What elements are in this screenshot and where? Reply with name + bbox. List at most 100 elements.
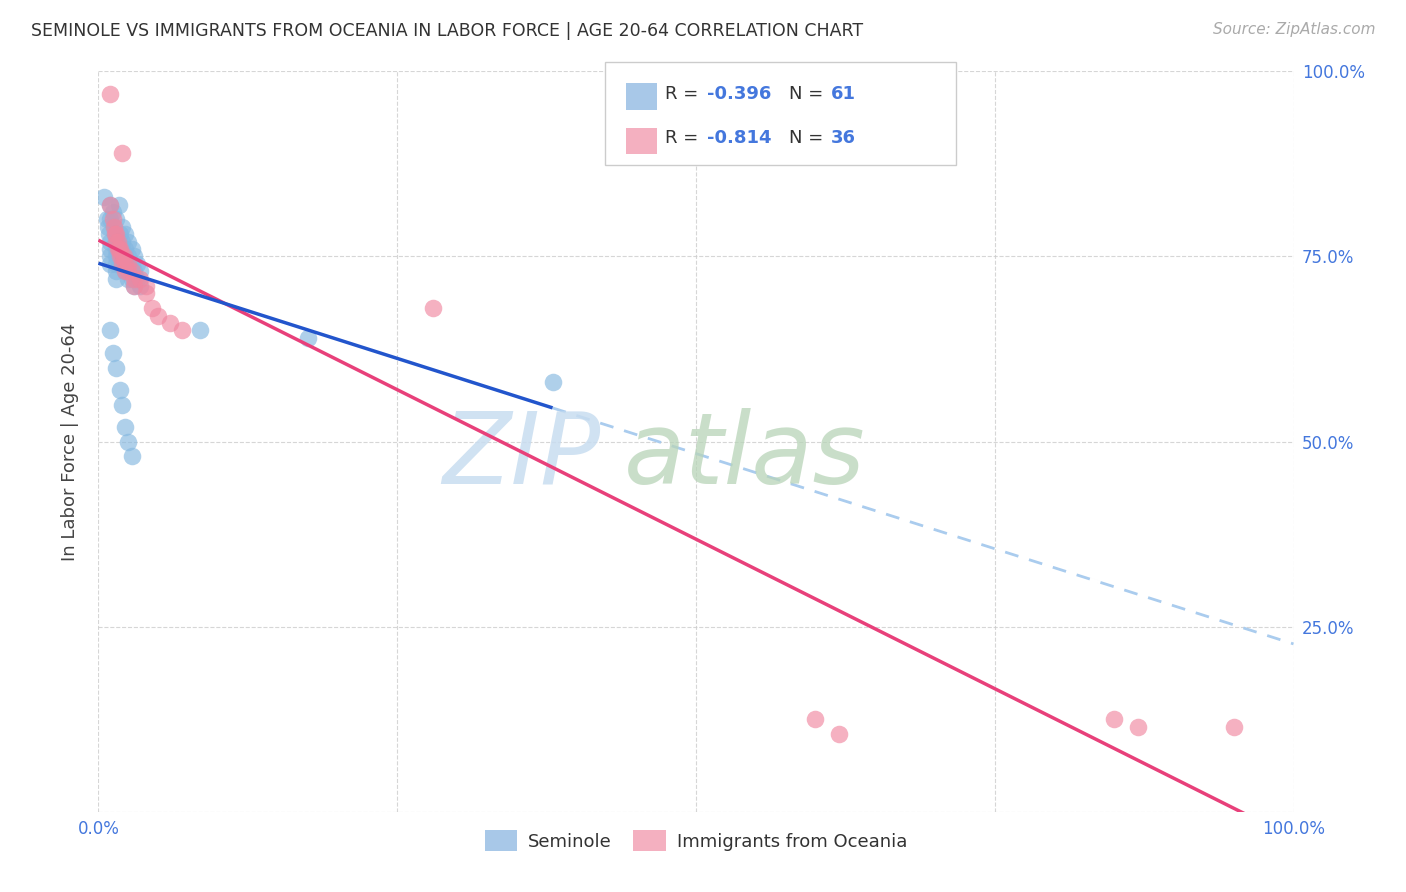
- Point: [121, 264, 143, 278]
- Point: [121, 271, 143, 285]
- Point: [112, 250, 135, 264]
- Point: [108, 250, 131, 264]
- Point: [121, 450, 143, 464]
- Point: [105, 242, 128, 256]
- Text: SEMINOLE VS IMMIGRANTS FROM OCEANIA IN LABOR FORCE | AGE 20-64 CORRELATION CHART: SEMINOLE VS IMMIGRANTS FROM OCEANIA IN L…: [31, 22, 863, 40]
- Point: [117, 264, 139, 278]
- Point: [121, 242, 143, 256]
- Point: [111, 257, 134, 271]
- Point: [108, 257, 131, 271]
- Point: [98, 197, 122, 211]
- Point: [105, 235, 128, 249]
- Point: [124, 279, 146, 293]
- Point: [297, 331, 319, 345]
- Point: [135, 279, 157, 293]
- Point: [104, 227, 127, 242]
- Point: [101, 205, 124, 219]
- Point: [1104, 712, 1126, 726]
- Point: [111, 219, 134, 234]
- Point: [114, 419, 136, 434]
- Point: [98, 87, 122, 101]
- Point: [108, 242, 131, 256]
- Point: [111, 250, 134, 264]
- Point: [105, 257, 128, 271]
- Point: [804, 712, 827, 726]
- Point: [188, 324, 211, 338]
- Point: [117, 271, 139, 285]
- Point: [98, 242, 122, 256]
- Text: R =: R =: [665, 85, 704, 103]
- Point: [105, 212, 128, 227]
- Point: [117, 250, 139, 264]
- Point: [117, 235, 139, 249]
- Point: [117, 264, 139, 278]
- Text: N =: N =: [789, 129, 828, 147]
- Point: [103, 219, 125, 234]
- Point: [129, 271, 152, 285]
- Point: [114, 250, 136, 264]
- Point: [117, 257, 139, 271]
- Point: [135, 286, 157, 301]
- Point: [111, 398, 134, 412]
- Point: [124, 271, 146, 285]
- Point: [105, 360, 128, 375]
- Point: [111, 250, 134, 264]
- Point: [114, 257, 136, 271]
- Point: [98, 227, 121, 242]
- Point: [98, 324, 122, 338]
- Point: [107, 197, 129, 211]
- Point: [107, 242, 129, 256]
- Text: -0.814: -0.814: [707, 129, 772, 147]
- Point: [148, 309, 170, 323]
- Legend: Seminole, Immigrants from Oceania: Seminole, Immigrants from Oceania: [478, 823, 914, 858]
- Y-axis label: In Labor Force | Age 20-64: In Labor Force | Age 20-64: [60, 322, 79, 561]
- Point: [104, 227, 127, 242]
- Point: [114, 227, 136, 242]
- Point: [141, 301, 163, 316]
- Point: [111, 235, 134, 249]
- Point: [125, 271, 148, 285]
- Point: [98, 235, 122, 249]
- Point: [97, 219, 120, 234]
- Point: [172, 324, 194, 338]
- Text: 61: 61: [831, 85, 856, 103]
- Point: [108, 250, 131, 264]
- Point: [111, 242, 134, 256]
- Point: [101, 345, 124, 359]
- Point: [111, 257, 134, 271]
- Point: [105, 250, 128, 264]
- Point: [101, 212, 124, 227]
- Point: [114, 242, 136, 256]
- Point: [105, 271, 128, 285]
- Text: -0.396: -0.396: [707, 85, 772, 103]
- Point: [1128, 720, 1150, 734]
- Point: [96, 212, 118, 227]
- Point: [98, 250, 122, 264]
- Point: [124, 250, 146, 264]
- Point: [105, 264, 128, 278]
- Point: [93, 190, 115, 204]
- Text: ZIP: ZIP: [441, 408, 600, 505]
- Point: [828, 727, 851, 741]
- Point: [117, 257, 139, 271]
- Point: [124, 279, 146, 293]
- Point: [107, 242, 129, 256]
- Point: [107, 235, 129, 249]
- Text: 36: 36: [831, 129, 856, 147]
- Point: [1223, 720, 1246, 734]
- Point: [108, 242, 131, 256]
- Point: [105, 235, 128, 249]
- Point: [129, 264, 152, 278]
- Point: [129, 279, 152, 293]
- Point: [114, 264, 136, 278]
- Text: Source: ZipAtlas.com: Source: ZipAtlas.com: [1212, 22, 1375, 37]
- Point: [98, 197, 122, 211]
- Point: [108, 227, 131, 242]
- Point: [541, 376, 564, 390]
- Point: [105, 227, 128, 242]
- Point: [125, 257, 148, 271]
- Point: [114, 257, 136, 271]
- Text: atlas: atlas: [624, 408, 866, 505]
- Point: [121, 257, 143, 271]
- Point: [98, 212, 122, 227]
